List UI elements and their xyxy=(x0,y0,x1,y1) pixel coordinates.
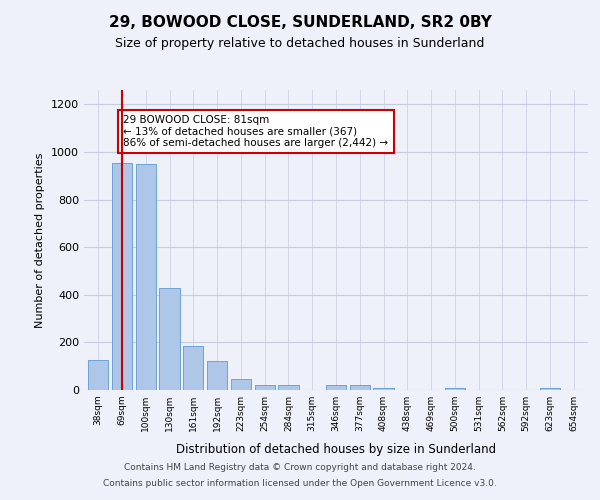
Bar xyxy=(207,362,227,390)
Bar xyxy=(183,346,203,390)
Bar xyxy=(254,385,275,390)
Bar xyxy=(326,385,346,390)
Bar xyxy=(136,164,156,390)
Bar xyxy=(231,380,251,390)
Bar xyxy=(278,385,299,390)
Bar xyxy=(160,288,179,390)
Text: Distribution of detached houses by size in Sunderland: Distribution of detached houses by size … xyxy=(176,442,496,456)
Text: Size of property relative to detached houses in Sunderland: Size of property relative to detached ho… xyxy=(115,38,485,51)
Text: 29, BOWOOD CLOSE, SUNDERLAND, SR2 0BY: 29, BOWOOD CLOSE, SUNDERLAND, SR2 0BY xyxy=(109,15,491,30)
Bar xyxy=(112,162,132,390)
Bar xyxy=(373,388,394,390)
Bar xyxy=(540,388,560,390)
Text: Contains HM Land Registry data © Crown copyright and database right 2024.: Contains HM Land Registry data © Crown c… xyxy=(124,464,476,472)
Text: 29 BOWOOD CLOSE: 81sqm
← 13% of detached houses are smaller (367)
86% of semi-de: 29 BOWOOD CLOSE: 81sqm ← 13% of detached… xyxy=(123,115,388,148)
Bar xyxy=(88,360,109,390)
Y-axis label: Number of detached properties: Number of detached properties xyxy=(35,152,46,328)
Bar xyxy=(350,385,370,390)
Text: Contains public sector information licensed under the Open Government Licence v3: Contains public sector information licen… xyxy=(103,478,497,488)
Bar xyxy=(445,388,465,390)
